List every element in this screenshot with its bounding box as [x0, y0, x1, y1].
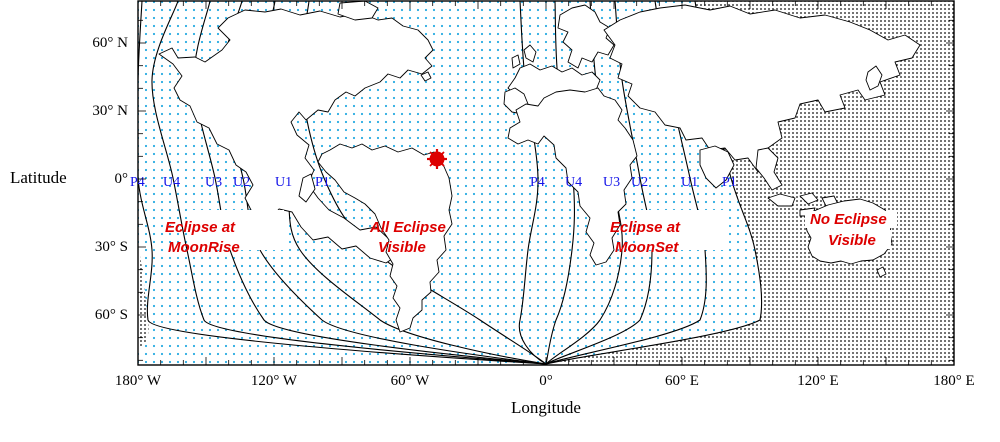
svg-text:U3: U3 — [603, 175, 620, 190]
svg-text:60° N: 60° N — [92, 35, 128, 51]
svg-text:U3: U3 — [205, 175, 222, 190]
svg-text:120° E: 120° E — [797, 373, 838, 389]
svg-text:60° E: 60° E — [665, 373, 699, 389]
svg-text:60° S: 60° S — [95, 307, 128, 323]
svg-text:Visible: Visible — [828, 232, 876, 249]
svg-text:P4: P4 — [530, 175, 545, 190]
svg-text:U4: U4 — [565, 175, 582, 190]
svg-text:MoonSet: MoonSet — [615, 239, 679, 256]
svg-text:120° W: 120° W — [251, 373, 298, 389]
svg-text:30° S: 30° S — [95, 239, 128, 255]
svg-text:P1: P1 — [722, 175, 737, 190]
svg-text:MoonRise: MoonRise — [168, 239, 240, 256]
svg-text:Visible: Visible — [378, 239, 426, 256]
svg-text:180° E: 180° E — [933, 373, 974, 389]
svg-text:Eclipse at: Eclipse at — [165, 219, 236, 236]
svg-text:No Eclipse: No Eclipse — [810, 211, 887, 228]
svg-text:P1: P1 — [315, 175, 330, 190]
svg-text:0°: 0° — [115, 171, 129, 187]
svg-text:60° W: 60° W — [391, 373, 430, 389]
svg-text:P4: P4 — [130, 175, 145, 190]
svg-text:U2: U2 — [631, 175, 648, 190]
svg-text:0°: 0° — [539, 373, 553, 389]
svg-text:Eclipse at: Eclipse at — [610, 219, 681, 236]
svg-text:U1: U1 — [681, 175, 698, 190]
svg-text:U2: U2 — [233, 175, 250, 190]
svg-text:U4: U4 — [163, 175, 180, 190]
svg-text:U1: U1 — [275, 175, 292, 190]
svg-text:180° W: 180° W — [115, 373, 162, 389]
svg-text:All Eclipse: All Eclipse — [369, 219, 446, 236]
svg-text:30° N: 30° N — [92, 103, 128, 119]
svg-text:Latitude: Latitude — [10, 168, 67, 187]
svg-text:Longitude: Longitude — [511, 398, 581, 417]
